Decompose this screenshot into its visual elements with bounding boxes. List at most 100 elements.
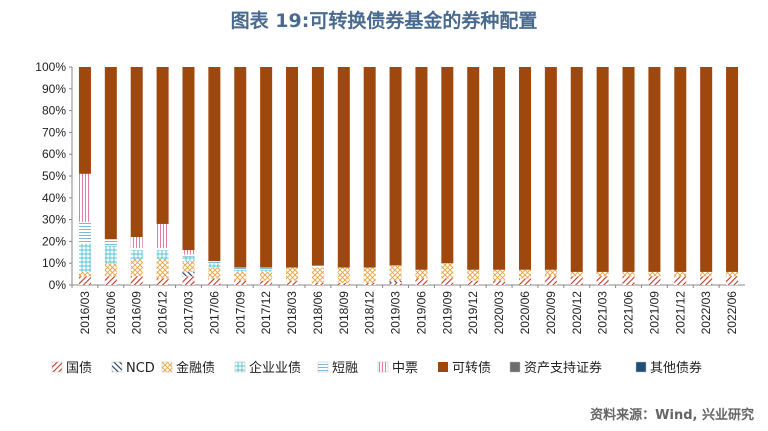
x-tick-label: 2022/03: [699, 291, 713, 335]
bar-segment: [234, 280, 247, 285]
bar-segment: [156, 258, 169, 279]
bar-segment: [130, 276, 143, 285]
bar-stack: [337, 67, 350, 285]
bar-segment: [363, 267, 376, 283]
x-tick-label: 2016/12: [156, 291, 170, 335]
bar-segment: [234, 67, 247, 268]
bar-segment: [518, 269, 531, 279]
bar-segment: [286, 280, 299, 285]
x-tick-label: 2018/09: [337, 291, 351, 335]
bar-segment: [260, 269, 273, 272]
legend-swatch: [111, 361, 123, 373]
y-tick-label: 60%: [42, 147, 66, 161]
bar-segment: [648, 271, 661, 277]
bar-segment: [441, 263, 454, 279]
x-tick-label: 2019/03: [389, 291, 403, 335]
y-tick-label: 30%: [42, 213, 66, 227]
bar-segment: [337, 267, 350, 283]
bar-segment: [726, 67, 739, 272]
y-tick-label: 70%: [42, 125, 66, 139]
x-tick-label: 2018/03: [285, 291, 299, 335]
legend-swatch: [51, 361, 63, 373]
bar-segment: [389, 282, 402, 285]
bar-segment: [182, 261, 195, 272]
x-tick-label: 2017/12: [259, 291, 273, 335]
y-tick-label: 50%: [42, 169, 66, 183]
bar-stack: [234, 67, 247, 285]
bar-segment: [156, 250, 169, 259]
bar-segment: [415, 278, 428, 285]
bar-segment: [260, 271, 273, 281]
y-tick-label: 20%: [42, 234, 66, 248]
legend-label: NCD: [126, 361, 155, 376]
legend-swatch: [234, 361, 246, 373]
bar-segment: [648, 276, 661, 285]
bar-segment: [130, 250, 143, 259]
bar-segment: [726, 271, 739, 277]
legend-label: 中票: [392, 361, 418, 376]
bar-segment: [544, 269, 557, 277]
bar-segment: [596, 271, 609, 277]
bar-segment: [130, 258, 143, 277]
x-tick-label: 2020/12: [570, 291, 584, 335]
bar-segment: [622, 271, 635, 277]
x-tick-label: 2019/12: [466, 291, 480, 335]
bar-segment: [208, 267, 221, 279]
legend-label: 可转债: [452, 361, 491, 376]
bar-segment: [208, 261, 221, 264]
legend-item: 企业业债: [234, 360, 301, 376]
bar-stack: [130, 67, 143, 285]
bar-segment: [700, 276, 713, 285]
bar-segment: [518, 278, 531, 285]
y-tick-label: 40%: [42, 191, 66, 205]
chart-title: 图表 19:可转换债券基金的券种配置: [230, 10, 538, 32]
bar-segment: [570, 271, 583, 277]
legend-swatch: [377, 361, 389, 373]
legend-swatch: [438, 362, 448, 372]
bar-segment: [182, 250, 195, 255]
bar-segment: [467, 280, 480, 285]
bar-segment: [78, 173, 91, 222]
bar-segment: [544, 276, 557, 285]
bar-segment: [441, 278, 454, 285]
bar-segment: [156, 278, 169, 285]
bar-stack: [441, 67, 454, 285]
bar-stack: [363, 67, 376, 285]
bar-segment: [518, 67, 531, 270]
bar-stack: [700, 67, 713, 285]
x-tick-label: 2019/06: [414, 291, 428, 335]
legend-item: 可转债: [438, 361, 491, 376]
bar-segment: [182, 271, 195, 277]
legend-swatch: [317, 361, 329, 373]
bar-segment: [726, 276, 739, 285]
bar-stack: [518, 67, 531, 285]
legend-item: NCD: [111, 361, 155, 376]
x-tick-label: 2020/03: [492, 291, 506, 335]
x-tick-label: 2016/03: [78, 291, 92, 335]
bar-segment: [234, 267, 247, 270]
bar-segment: [467, 67, 480, 270]
y-tick-label: 0%: [49, 278, 67, 292]
bar-stack: [415, 67, 428, 285]
bar-segment: [311, 265, 324, 268]
bar-segment: [182, 254, 195, 257]
bar-segment: [156, 247, 169, 251]
y-tick-label: 10%: [42, 256, 66, 270]
bar-segment: [104, 67, 117, 240]
bar-segment: [286, 67, 299, 268]
bar-segment: [389, 265, 402, 281]
y-tick-label: 90%: [42, 82, 66, 96]
bar-segment: [286, 267, 299, 281]
legend-label: 金融债: [176, 360, 215, 376]
bar-segment: [130, 67, 143, 238]
bar-segment: [260, 280, 273, 285]
bar-segment: [78, 221, 91, 244]
x-tick-label: 2017/06: [207, 291, 221, 335]
bar-segment: [648, 67, 661, 272]
bar-segment: [78, 276, 91, 285]
x-tick-label: 2020/06: [518, 291, 532, 335]
bar-segment: [415, 67, 428, 270]
bar-segment: [156, 223, 169, 248]
bar-segment: [544, 67, 557, 270]
x-tick-label: 2021/06: [622, 291, 636, 335]
